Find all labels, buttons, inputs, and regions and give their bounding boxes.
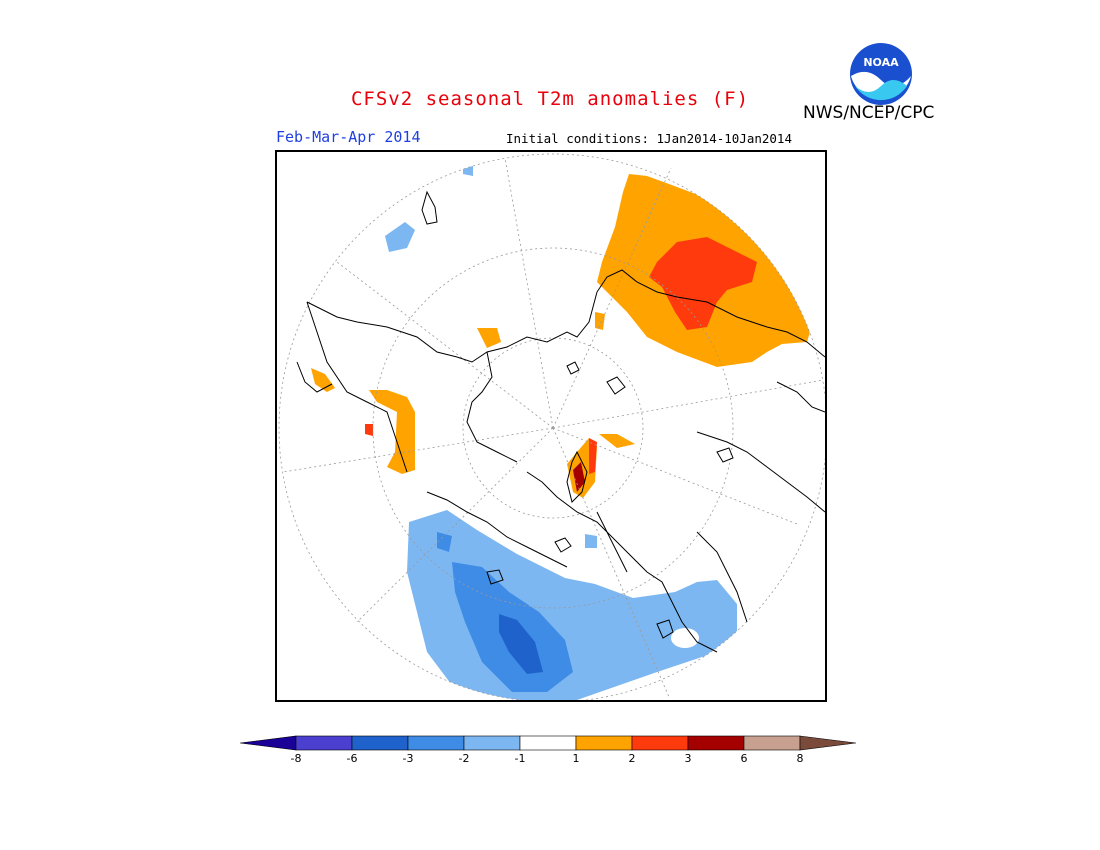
coast-uk	[656, 619, 674, 639]
anomaly-warm-scandinavia-core	[573, 462, 585, 492]
legend-segment	[743, 735, 801, 751]
initial-conditions: Initial conditions: 1Jan2014-10Jan2014	[506, 131, 792, 146]
legend-segments	[239, 735, 857, 751]
lat-circle-outer	[278, 153, 825, 700]
legend-arrow-min	[239, 735, 297, 751]
legend-tick-label: 2	[628, 752, 636, 765]
legend-tick-label: -6	[346, 752, 358, 765]
meridian-6	[282, 427, 554, 473]
anomaly-layer	[311, 162, 813, 700]
meridian-4	[552, 427, 670, 698]
forecast-period: Feb-Mar-Apr 2014	[276, 128, 421, 146]
meridian-1	[504, 157, 554, 429]
coast-europe	[596, 511, 718, 653]
logo-text: NOAA	[863, 56, 899, 69]
coast-india	[776, 381, 825, 413]
legend-segment	[631, 735, 689, 751]
legend-segment	[295, 735, 353, 751]
legend-tick-label: -2	[458, 752, 470, 765]
map-title: CFSv2 seasonal T2m anomalies (F)	[350, 88, 750, 110]
anomaly-cool-hudson	[437, 532, 452, 552]
coast-japan	[421, 190, 438, 225]
anomaly-cool-greenland	[585, 534, 597, 548]
legend-segment	[519, 735, 577, 751]
island-baffin	[486, 569, 504, 585]
coast-north-africa	[696, 531, 748, 623]
agency-label: NWS/NCEP/CPC	[803, 103, 935, 123]
logo-wave-lower	[855, 80, 907, 101]
legend-tick-label: -8	[290, 752, 302, 765]
island-novaya	[606, 376, 626, 395]
legend-segment	[575, 735, 633, 751]
coast-greenland	[526, 471, 628, 573]
island-iceland	[554, 537, 572, 553]
meridian-7	[336, 261, 554, 429]
anomaly-warm-us-core	[365, 424, 373, 436]
island-svalbard	[566, 361, 580, 375]
legend-segment	[687, 735, 745, 751]
anomaly-warm-siberia-core	[649, 237, 757, 330]
anomaly-warm-kola	[599, 434, 635, 448]
anomaly-warm-east-siberia	[595, 312, 605, 330]
coast-med	[716, 447, 734, 463]
noaa-logo: NOAA	[849, 42, 913, 106]
legend-tick-label: -3	[402, 752, 414, 765]
legend-tick-label: 1	[572, 752, 580, 765]
coast-scandinavia	[566, 450, 588, 503]
meridian-2	[552, 379, 824, 429]
coast-alaska	[306, 301, 458, 358]
legend-tick-label: -1	[514, 752, 526, 765]
legend-segment	[351, 735, 409, 751]
anomaly-warm-norway	[589, 438, 597, 474]
coast-siberia	[596, 269, 825, 358]
polar-map	[275, 150, 827, 702]
meridian-5	[356, 427, 554, 623]
anomaly-warm-us-west	[369, 390, 415, 474]
legend-tick-label: 3	[684, 752, 692, 765]
lat-circle-inner	[462, 337, 644, 519]
color-legend	[239, 733, 860, 773]
coast-mideast	[696, 431, 825, 513]
cool-gap	[671, 628, 699, 648]
legend-tick-label: 8	[796, 752, 804, 765]
meridian-3	[552, 427, 798, 525]
graticule	[278, 153, 825, 700]
legend-segment	[407, 735, 465, 751]
coast-west-na	[306, 301, 408, 473]
coast-east-asia	[456, 291, 598, 363]
coast-canada-arctic	[466, 351, 518, 463]
legend-tick-label: 6	[740, 752, 748, 765]
lat-circle-mid	[372, 247, 734, 609]
legend-arrow-max	[799, 735, 857, 751]
anomaly-warm-chukchi	[477, 328, 501, 348]
anomaly-cool-core	[499, 614, 543, 674]
anomaly-cool-pacific	[385, 222, 415, 252]
coast-hudson	[426, 491, 568, 568]
coast-mexico	[296, 361, 333, 393]
legend-segment	[463, 735, 521, 751]
coastlines	[296, 190, 825, 653]
